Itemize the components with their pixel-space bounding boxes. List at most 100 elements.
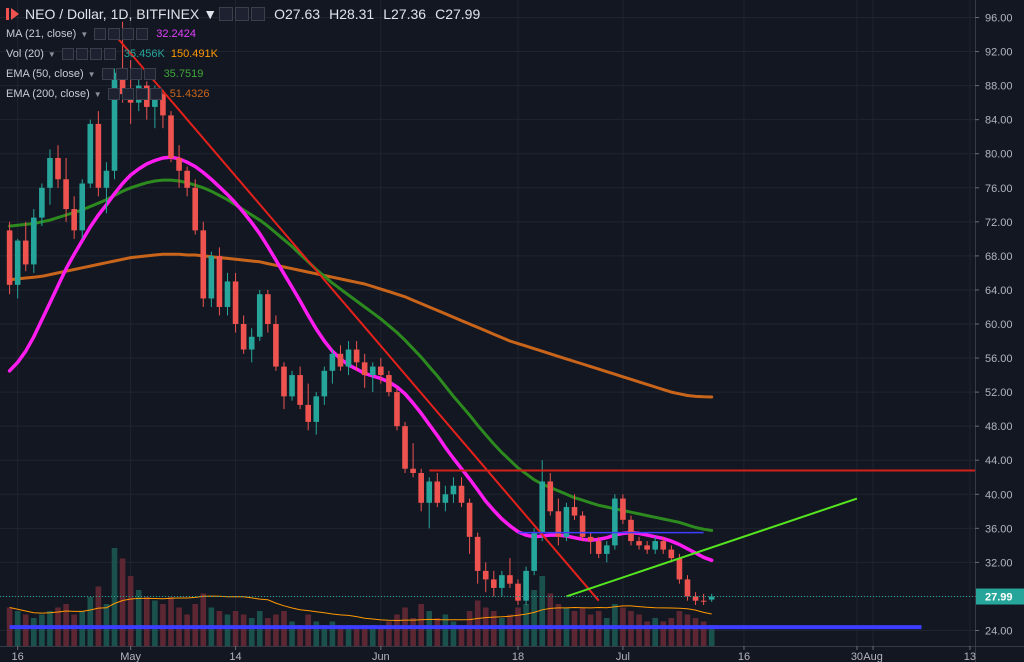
indicator-row-vol[interactable]: Vol (20) ▼ 35.456K 150.491K: [6, 45, 218, 63]
chevron-down-icon[interactable]: ▼: [87, 69, 96, 79]
candle-body: [329, 353, 336, 371]
volume-bar: [361, 625, 368, 646]
candle-body: [491, 579, 497, 588]
candle: [571, 494, 578, 520]
candle-body: [168, 115, 174, 158]
close-icon[interactable]: [103, 48, 116, 60]
candle-body: [474, 536, 481, 571]
candle: [442, 485, 449, 512]
candle-body: [87, 123, 94, 184]
candle: [458, 477, 465, 508]
volume-bar: [652, 618, 658, 646]
volume-bar: [531, 590, 537, 646]
plot-area: [0, 21, 975, 646]
add-icon[interactable]: [89, 48, 102, 60]
time-tick-label: 30: [851, 651, 863, 662]
volume-bar: [353, 628, 360, 646]
price-tick-label: 36.00: [985, 523, 1013, 535]
chevron-down-icon[interactable]: ▼: [47, 49, 56, 59]
eye-icon[interactable]: [101, 68, 114, 80]
price-tick-label: 64.00: [985, 285, 1013, 297]
candle: [39, 183, 45, 227]
close-icon[interactable]: [136, 28, 149, 40]
indicator-row-ema200[interactable]: EMA (200, close) ▼ 51.4326: [6, 85, 209, 103]
candle: [394, 387, 400, 431]
candle: [361, 353, 368, 388]
volume-bar: [321, 625, 328, 646]
candle-body: [31, 217, 37, 265]
candle: [418, 468, 424, 512]
candle: [329, 349, 336, 384]
candle-body: [555, 511, 562, 537]
candle: [652, 536, 658, 554]
candle-body: [378, 366, 384, 376]
candle-body: [668, 549, 675, 559]
ema50-line: [8, 178, 714, 532]
indicator-label: EMA (200, close): [6, 88, 90, 100]
candle: [507, 558, 513, 588]
volume-bar: [603, 618, 610, 646]
indicator-value: 51.4326: [169, 88, 210, 100]
eye-icon[interactable]: [94, 28, 107, 40]
candle: [256, 289, 263, 342]
eye-icon[interactable]: [61, 48, 74, 60]
price-tick-label: 60.00: [985, 319, 1013, 331]
candle-body: [442, 494, 449, 503]
volume-bar: [345, 625, 352, 646]
volume-bar: [143, 597, 150, 646]
candle-body: [79, 183, 86, 231]
candle-body: [676, 558, 683, 580]
candle-body: [652, 541, 658, 550]
candle: [273, 315, 279, 371]
time-tick-label: 14: [229, 651, 241, 662]
settings-icon[interactable]: [121, 88, 134, 100]
indicator-row-ma21[interactable]: MA (21, close) ▼ 32.2424: [6, 25, 196, 43]
candle-body: [579, 515, 586, 537]
candle: [297, 366, 303, 410]
candle: [103, 162, 110, 214]
candle-body: [410, 468, 416, 473]
candle: [337, 345, 344, 371]
candle-body: [22, 240, 29, 265]
candle-body: [612, 498, 618, 546]
volume-bar: [499, 618, 505, 646]
chevron-down-icon[interactable]: ▼: [93, 89, 102, 99]
volume-bar: [458, 625, 465, 646]
volume-bar: [160, 604, 166, 646]
eye-icon[interactable]: [107, 88, 120, 100]
settings-icon[interactable]: [115, 68, 128, 80]
volume-bar: [378, 628, 384, 646]
volume-bar: [39, 614, 45, 646]
price-tick-label: 52.00: [985, 387, 1013, 399]
candle: [111, 68, 118, 180]
candle: [620, 494, 626, 525]
candle-body: [620, 498, 626, 520]
volume-bar: [248, 618, 255, 646]
add-icon[interactable]: [135, 88, 148, 100]
candle: [378, 358, 384, 384]
add-icon[interactable]: [129, 68, 142, 80]
settings-icon[interactable]: [75, 48, 88, 60]
volume-bar: [289, 621, 295, 646]
settings-icon[interactable]: [108, 28, 121, 40]
close-icon[interactable]: [149, 88, 162, 100]
candle: [224, 272, 231, 316]
candle-body: [95, 123, 102, 188]
candle-body: [337, 353, 344, 367]
price-tick-label: 48.00: [985, 421, 1013, 433]
chevron-down-icon[interactable]: ▼: [80, 29, 89, 39]
candle-body: [369, 366, 376, 376]
candle-body: [394, 392, 400, 427]
close-icon[interactable]: [143, 68, 156, 80]
candle: [692, 592, 699, 605]
candle-body: [563, 507, 570, 537]
indicator-row-ema50[interactable]: EMA (50, close) ▼ 35.7519: [6, 65, 203, 83]
volume-bar: [684, 614, 691, 646]
volume-bar: [71, 614, 77, 646]
add-icon[interactable]: [122, 28, 135, 40]
candle: [31, 209, 37, 273]
volume-bar: [95, 586, 102, 646]
time-tick-label: 16: [738, 651, 750, 662]
trendline-downtrend: [113, 33, 600, 602]
